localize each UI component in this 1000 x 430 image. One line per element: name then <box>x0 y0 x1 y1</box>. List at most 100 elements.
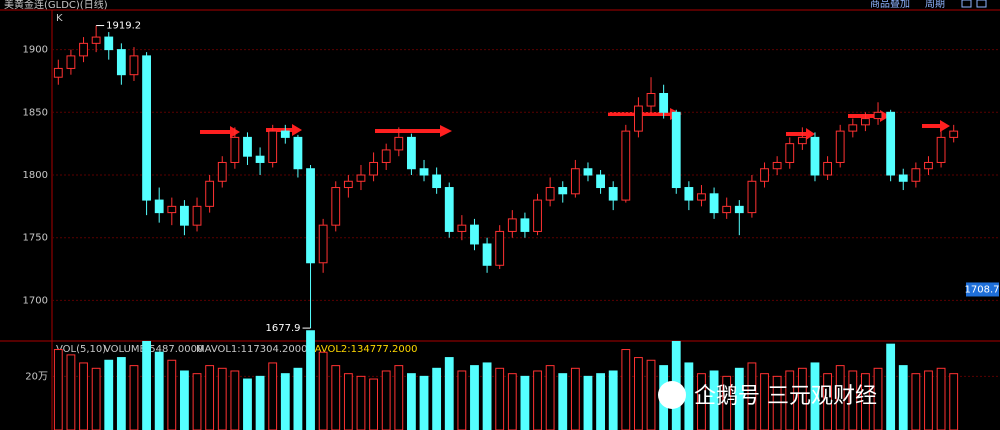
candle-body <box>659 93 669 113</box>
window-button[interactable] <box>961 0 972 8</box>
last-price-label: 1708.7 <box>965 284 1000 295</box>
arrow <box>266 124 302 136</box>
volume-bar <box>180 370 189 430</box>
volume-bar <box>823 373 832 430</box>
candle-body <box>785 143 795 163</box>
mavol2-label: MAVOL2:134777.2000 <box>306 344 417 355</box>
volume-bar <box>268 362 278 430</box>
candle-body <box>268 130 278 163</box>
candle-body <box>772 161 782 170</box>
candle-body <box>621 130 631 201</box>
volume-bar <box>545 365 555 430</box>
volume-bar <box>318 351 328 430</box>
candle-body <box>533 199 542 232</box>
arrow <box>786 128 815 140</box>
y-tick-label: 1850 <box>23 107 48 118</box>
toolbar-button[interactable]: 周期 <box>925 0 945 10</box>
candle-body <box>369 161 378 176</box>
volume-bar <box>116 357 126 430</box>
volume-bar <box>470 365 479 430</box>
volume-bar <box>331 365 341 430</box>
volume-bar <box>407 373 416 430</box>
volume-bar <box>697 373 706 430</box>
volume-label: VOLUME:5487.0000 <box>104 344 203 355</box>
candle-body <box>470 224 479 245</box>
volume-bar <box>343 373 353 430</box>
candle-body <box>192 205 202 226</box>
candle-body <box>154 199 164 214</box>
y-tick-label: 1900 <box>23 45 48 56</box>
volume-bar <box>911 373 921 430</box>
y-tick-label: 1800 <box>23 170 48 181</box>
candle-body <box>810 136 820 176</box>
volume-bar <box>886 343 896 430</box>
toolbar-button[interactable]: 商品叠加 <box>870 0 910 10</box>
volume-bar <box>596 373 605 430</box>
candle-body <box>949 130 959 138</box>
volume-bar <box>558 373 568 430</box>
candle-body <box>104 36 114 51</box>
window-button[interactable] <box>976 0 987 8</box>
volume-bar <box>646 359 656 430</box>
volume-bar <box>243 378 252 430</box>
y-tick-label: 1700 <box>23 295 48 306</box>
volume-bar <box>583 375 593 430</box>
candle-body <box>823 161 832 176</box>
watermark: 企鹅号 三元观财经 <box>658 381 877 409</box>
candle-body <box>835 130 845 163</box>
candle-body <box>924 161 933 170</box>
candle-body <box>419 168 429 176</box>
arrow <box>848 110 890 122</box>
candle-body <box>634 105 643 132</box>
volume-bar <box>444 357 454 430</box>
volume-bar <box>570 367 580 430</box>
volume-bar <box>861 373 870 430</box>
chart-title: 美黄金连(GLDC)(日线) <box>4 0 108 11</box>
candle-body <box>407 136 416 170</box>
candle-body <box>684 187 694 201</box>
candle-body <box>79 42 88 57</box>
volume-bar <box>306 330 315 430</box>
mavol1-label: MAVOL1:117304.2000 <box>196 344 307 355</box>
candle-body <box>66 55 76 69</box>
candle-body <box>91 36 101 44</box>
candle-body <box>255 155 265 163</box>
volume-bar <box>684 362 694 430</box>
volume-bar <box>217 367 227 430</box>
volume-bar <box>482 362 492 430</box>
volume-bar <box>255 375 265 430</box>
candle-body <box>570 168 580 195</box>
y-tick-label: 20万 <box>25 371 48 382</box>
candle-body <box>722 205 732 214</box>
candle-body <box>797 136 807 145</box>
candle-body <box>873 111 883 120</box>
candle-body <box>709 193 719 214</box>
volume-bar <box>634 357 643 430</box>
volume-bar <box>293 367 303 430</box>
candle-body <box>293 136 303 170</box>
candle-body <box>280 130 290 138</box>
candle-body <box>356 174 366 182</box>
candle-body <box>444 187 454 232</box>
volume-bar <box>898 365 908 430</box>
candle-body <box>331 187 341 226</box>
volume-bar <box>104 359 114 430</box>
candle-body <box>848 124 858 132</box>
volume-bar <box>419 375 429 430</box>
arrow <box>922 120 950 132</box>
volume-bar <box>949 373 959 430</box>
candle-body <box>318 224 328 264</box>
volume-bar <box>457 370 467 430</box>
volume-bar <box>66 354 76 430</box>
candle-body <box>558 187 568 195</box>
candle-body <box>116 49 126 76</box>
candle-body <box>394 136 404 151</box>
candle-body <box>646 93 656 107</box>
volume-bar <box>760 373 769 430</box>
arrow <box>608 108 682 120</box>
volume-bar <box>79 362 88 430</box>
candle-body <box>381 149 391 163</box>
volume-bar <box>192 373 202 430</box>
